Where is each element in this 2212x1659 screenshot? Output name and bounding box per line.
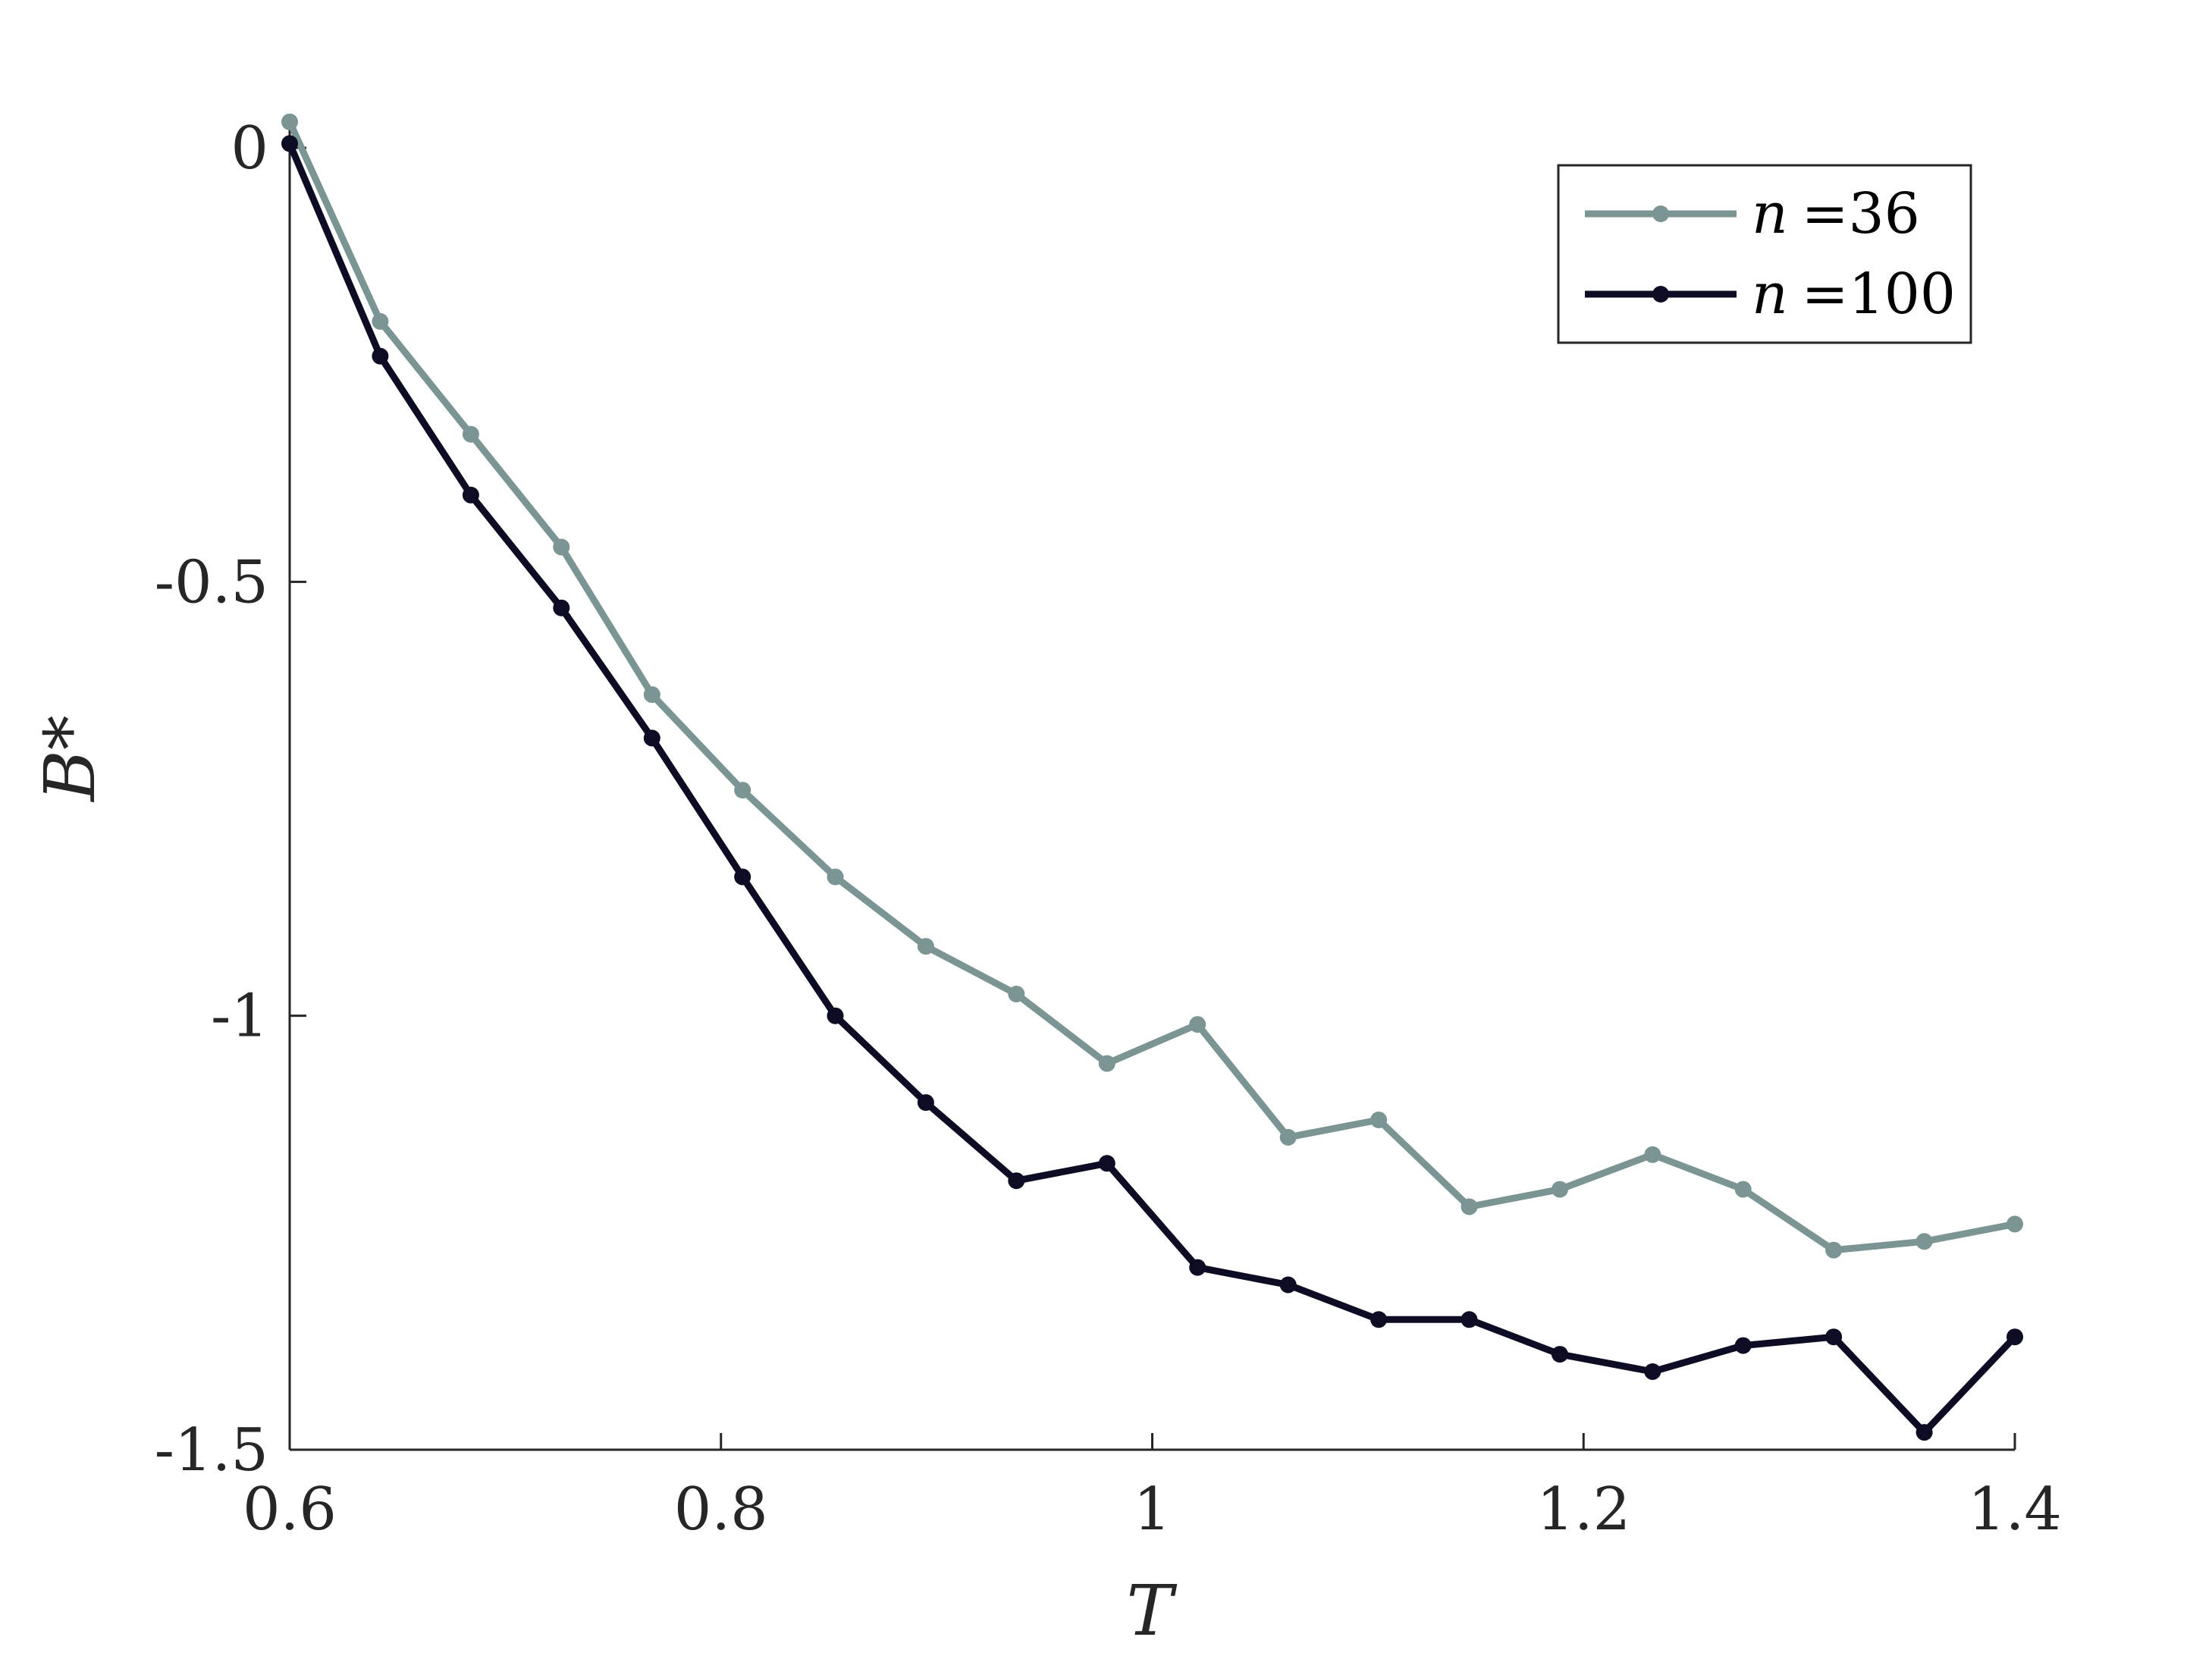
legend-swatch-marker bbox=[1652, 205, 1669, 222]
data-point bbox=[1189, 1259, 1206, 1276]
data-point bbox=[1734, 1181, 1752, 1198]
data-point bbox=[643, 686, 660, 704]
series-line bbox=[286, 140, 2019, 1436]
data-point bbox=[1461, 1198, 1478, 1215]
series-2 bbox=[281, 135, 2023, 1441]
data-point bbox=[1098, 1155, 1115, 1172]
legend-label-symbol: n bbox=[1752, 181, 1788, 246]
data-point bbox=[827, 868, 844, 886]
y-ticks: 0 -0.5 -1 -1.5 bbox=[155, 114, 306, 1485]
y-tick-label: 0 bbox=[231, 114, 268, 183]
data-point bbox=[553, 599, 570, 616]
series-line bbox=[286, 118, 2019, 1254]
data-point bbox=[1279, 1128, 1297, 1146]
data-point bbox=[1915, 1424, 1933, 1441]
series-1 bbox=[281, 113, 2023, 1259]
legend-label: n =36 bbox=[1752, 181, 1920, 246]
data-point bbox=[734, 782, 751, 799]
legend-label-value: =100 bbox=[1802, 262, 1956, 327]
x-tick-label: 1.2 bbox=[1536, 1476, 1630, 1544]
legend-label-value: =36 bbox=[1802, 181, 1920, 246]
data-point bbox=[1644, 1146, 1661, 1163]
data-point bbox=[1370, 1112, 1388, 1128]
legend: n =36n =100 bbox=[1557, 164, 1972, 344]
y-tick-label: -1.5 bbox=[155, 1416, 268, 1485]
data-point bbox=[917, 938, 934, 955]
data-point bbox=[734, 868, 751, 886]
y-tick-label: -1 bbox=[211, 983, 268, 1051]
data-point bbox=[1825, 1241, 1843, 1259]
x-tick-label: 1.4 bbox=[1968, 1476, 2062, 1544]
x-tick-label: 1 bbox=[1134, 1476, 1172, 1544]
y-axis-title: B* bbox=[30, 715, 111, 803]
legend-label: n =100 bbox=[1752, 262, 1956, 327]
data-point bbox=[1008, 986, 1025, 1002]
data-point bbox=[643, 729, 660, 747]
data-point bbox=[2006, 1215, 2023, 1233]
series-layer bbox=[281, 113, 2023, 1441]
data-point bbox=[1734, 1337, 1752, 1354]
data-point bbox=[827, 1007, 844, 1024]
data-point bbox=[281, 135, 298, 152]
data-point bbox=[1008, 1172, 1025, 1190]
data-point bbox=[372, 312, 389, 330]
data-point bbox=[462, 486, 479, 503]
legend-swatch-marker bbox=[1652, 286, 1669, 303]
data-point bbox=[1552, 1346, 1568, 1363]
y-tick-label: -0.5 bbox=[155, 548, 268, 616]
x-ticks: 0.6 0.8 1 1.2 1.4 bbox=[243, 1433, 2062, 1544]
data-point bbox=[2006, 1328, 2023, 1346]
data-point bbox=[1461, 1311, 1478, 1328]
data-point bbox=[1370, 1311, 1388, 1328]
legend-label-symbol: n bbox=[1752, 262, 1788, 327]
data-point bbox=[1644, 1363, 1661, 1380]
legend-box bbox=[1557, 164, 1972, 344]
data-point bbox=[281, 113, 298, 130]
legend-items: n =36n =100 bbox=[1585, 181, 1956, 327]
data-point bbox=[1279, 1276, 1297, 1294]
data-point bbox=[1189, 1016, 1206, 1033]
data-point bbox=[372, 347, 389, 365]
legend-item: n =100 bbox=[1585, 262, 1956, 327]
x-axis-title: T bbox=[1126, 1570, 1177, 1651]
legend-item: n =36 bbox=[1585, 181, 1920, 246]
data-point bbox=[553, 538, 570, 556]
x-tick-label: 0.6 bbox=[243, 1476, 337, 1544]
data-point bbox=[1825, 1328, 1843, 1346]
data-point bbox=[462, 425, 479, 443]
data-point bbox=[917, 1094, 934, 1112]
data-point bbox=[1915, 1233, 1933, 1250]
x-tick-label: 0.8 bbox=[674, 1476, 768, 1544]
data-point bbox=[1098, 1055, 1115, 1072]
data-point bbox=[1552, 1181, 1568, 1198]
